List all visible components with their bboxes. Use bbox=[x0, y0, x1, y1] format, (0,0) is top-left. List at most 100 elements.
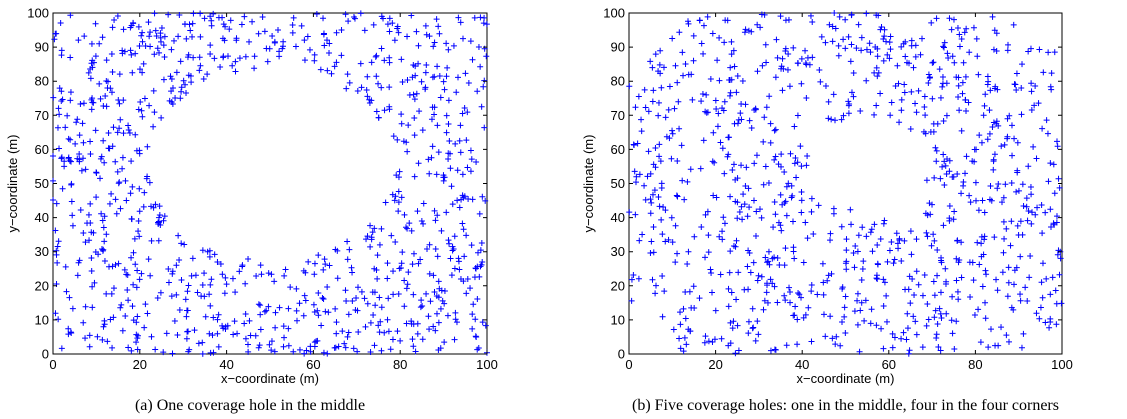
data-point bbox=[371, 225, 378, 232]
data-point bbox=[433, 171, 440, 178]
data-point bbox=[725, 151, 732, 158]
data-point bbox=[750, 259, 757, 266]
data-point bbox=[367, 319, 374, 326]
data-point bbox=[919, 344, 926, 351]
data-point bbox=[745, 286, 752, 293]
data-point bbox=[902, 286, 909, 293]
data-point bbox=[802, 47, 809, 54]
data-point bbox=[389, 336, 396, 343]
data-point bbox=[933, 15, 940, 22]
data-point bbox=[88, 40, 95, 47]
data-point bbox=[647, 170, 654, 177]
data-point bbox=[937, 347, 944, 354]
data-point bbox=[808, 208, 815, 215]
data-point bbox=[150, 123, 157, 130]
data-point bbox=[74, 116, 81, 123]
data-point bbox=[902, 38, 909, 45]
data-point bbox=[118, 301, 125, 308]
data-point bbox=[927, 211, 934, 218]
y-tick-label: 70 bbox=[611, 108, 625, 123]
data-point bbox=[281, 334, 288, 341]
x-tick-label: 40 bbox=[219, 357, 233, 372]
data-point bbox=[993, 47, 1000, 54]
data-point bbox=[177, 95, 184, 102]
data-point bbox=[324, 284, 331, 291]
data-point bbox=[946, 168, 953, 175]
data-point bbox=[410, 91, 417, 98]
data-point bbox=[1023, 195, 1030, 202]
data-point bbox=[317, 66, 324, 73]
data-point bbox=[700, 50, 707, 57]
data-point bbox=[890, 260, 897, 267]
data-point bbox=[169, 270, 176, 277]
data-point bbox=[765, 180, 772, 187]
data-point bbox=[685, 248, 692, 255]
data-point bbox=[105, 129, 112, 136]
data-point bbox=[82, 166, 89, 173]
data-point bbox=[726, 269, 733, 276]
data-point bbox=[760, 181, 767, 188]
data-point bbox=[656, 153, 663, 160]
data-point bbox=[127, 24, 134, 31]
data-point bbox=[655, 99, 662, 106]
data-point bbox=[268, 347, 275, 354]
data-point bbox=[991, 234, 998, 241]
data-point bbox=[66, 157, 73, 164]
data-point bbox=[169, 268, 176, 275]
data-point bbox=[292, 43, 299, 50]
data-point bbox=[776, 262, 783, 269]
data-point bbox=[905, 350, 912, 357]
data-point bbox=[943, 170, 950, 177]
data-point bbox=[995, 342, 1002, 349]
data-point bbox=[184, 328, 191, 335]
data-point bbox=[926, 200, 933, 207]
data-point bbox=[798, 209, 805, 216]
data-point bbox=[315, 252, 322, 259]
data-point bbox=[986, 196, 993, 203]
data-point bbox=[649, 191, 656, 198]
data-point bbox=[657, 70, 664, 77]
data-point bbox=[698, 223, 705, 230]
data-point bbox=[174, 331, 181, 338]
data-point bbox=[851, 308, 858, 315]
figure-caption: (b) Five coverage holes: one in the midd… bbox=[632, 397, 1059, 414]
data-point bbox=[831, 10, 838, 17]
data-point bbox=[441, 300, 448, 307]
data-point bbox=[704, 13, 711, 20]
data-point bbox=[139, 113, 146, 120]
data-point bbox=[676, 335, 683, 342]
data-point bbox=[739, 77, 746, 84]
y-tick-label: 0 bbox=[618, 347, 625, 362]
data-point bbox=[789, 218, 796, 225]
data-point bbox=[173, 69, 180, 76]
data-point bbox=[841, 313, 848, 320]
data-point bbox=[954, 25, 961, 32]
data-point bbox=[303, 347, 310, 354]
data-point bbox=[184, 54, 191, 61]
data-point bbox=[117, 205, 124, 212]
data-point bbox=[464, 109, 471, 116]
data-point bbox=[837, 342, 844, 349]
data-point bbox=[59, 96, 66, 103]
data-point bbox=[325, 309, 332, 316]
data-point bbox=[138, 32, 145, 39]
data-point bbox=[674, 250, 681, 257]
data-point bbox=[183, 335, 190, 342]
data-point bbox=[152, 201, 159, 208]
data-point bbox=[1007, 242, 1014, 249]
data-point bbox=[190, 54, 197, 61]
data-point bbox=[966, 192, 973, 199]
data-point bbox=[136, 276, 143, 283]
data-point bbox=[863, 77, 870, 84]
data-point bbox=[884, 51, 891, 58]
data-point bbox=[332, 246, 339, 253]
data-point bbox=[1008, 122, 1015, 129]
data-point bbox=[139, 29, 146, 36]
data-point bbox=[326, 262, 333, 269]
data-point bbox=[324, 350, 331, 357]
data-point bbox=[287, 284, 294, 291]
data-point bbox=[941, 39, 948, 46]
data-point bbox=[803, 95, 810, 102]
data-point bbox=[128, 51, 135, 58]
data-point bbox=[405, 269, 412, 276]
